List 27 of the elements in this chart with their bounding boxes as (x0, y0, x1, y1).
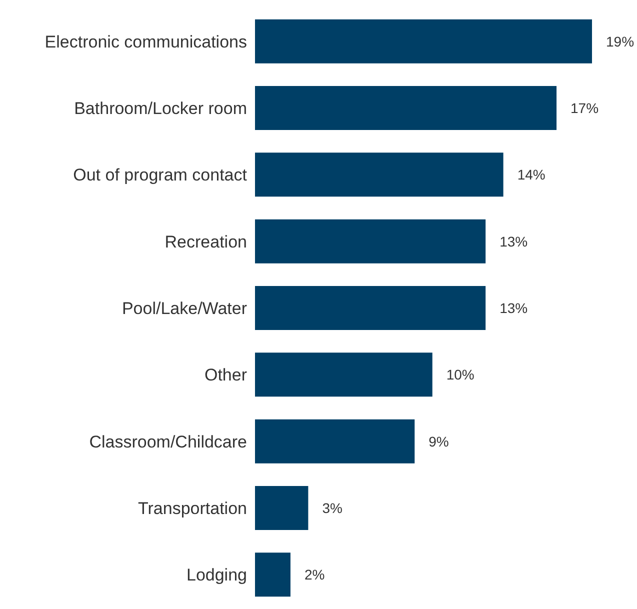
y-tick-label: Classroom/Childcare (89, 432, 247, 452)
data-label: 9% (428, 433, 449, 450)
bar (255, 286, 486, 330)
y-tick-label: Transportation (138, 499, 247, 518)
y-tick-label: Out of program contact (73, 166, 248, 185)
y-tick-label: Bathroom/Locker room (74, 99, 247, 118)
data-label: 2% (304, 566, 325, 583)
y-tick-label: Recreation (164, 232, 247, 252)
bar (255, 219, 486, 264)
data-label: 14% (517, 166, 546, 183)
bar (255, 352, 432, 397)
data-label: 17% (570, 100, 599, 116)
data-label: 13% (500, 233, 528, 250)
bar (255, 86, 557, 130)
bar (255, 486, 308, 530)
y-tick-label: Pool/Lake/Water (122, 299, 248, 318)
data-label: 19% (606, 33, 634, 50)
data-label: 3% (322, 500, 342, 516)
bar (255, 152, 504, 197)
data-label: 13% (500, 300, 528, 316)
y-tick-label: Electronic communications (44, 32, 247, 52)
y-tick-label: Lodging (186, 566, 247, 585)
bar (255, 419, 415, 464)
bar (255, 552, 290, 597)
y-tick-label: Other (204, 366, 248, 385)
data-label: 10% (446, 366, 474, 383)
bar (255, 19, 592, 64)
